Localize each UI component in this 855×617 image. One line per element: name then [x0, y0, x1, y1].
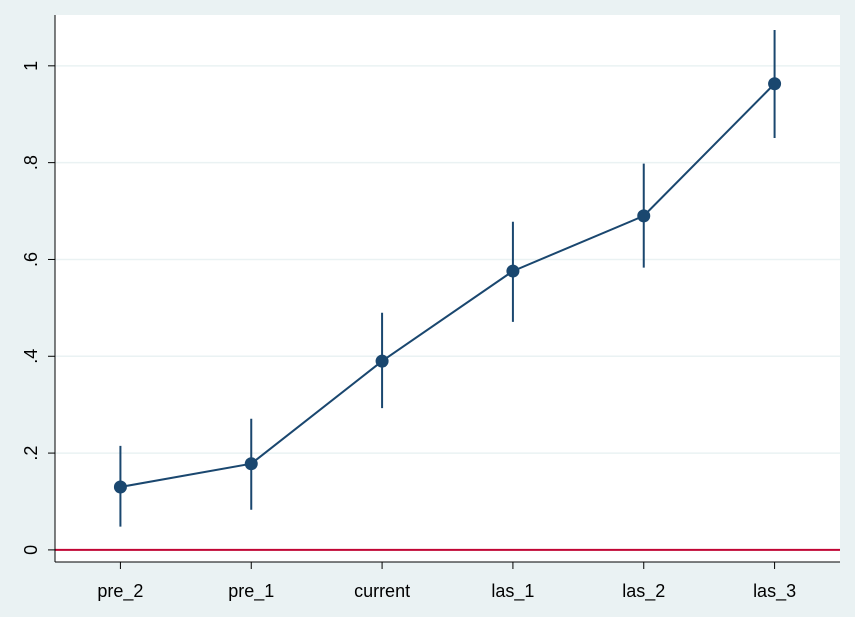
- x-tick-label: las_1: [491, 581, 534, 602]
- plot-area: [55, 15, 840, 562]
- point: [637, 209, 651, 223]
- point: [244, 457, 258, 471]
- x-tick-label: las_3: [753, 581, 796, 602]
- y-tick-label: .2: [21, 446, 41, 461]
- y-tick-label: .4: [21, 349, 41, 364]
- x-tick-label: las_2: [622, 581, 665, 602]
- x-tick-label: pre_1: [228, 581, 274, 602]
- y-tick-label: 0: [21, 545, 41, 555]
- point: [506, 264, 520, 278]
- y-tick-label: .8: [21, 155, 41, 170]
- series-line: [120, 83, 776, 488]
- point: [375, 354, 389, 368]
- point: [113, 480, 127, 494]
- x-tick-label: pre_2: [97, 581, 143, 602]
- point: [768, 77, 782, 91]
- x-tick-label: current: [354, 581, 410, 601]
- y-tick-label: .6: [21, 252, 41, 267]
- y-tick-label: 1: [21, 61, 41, 71]
